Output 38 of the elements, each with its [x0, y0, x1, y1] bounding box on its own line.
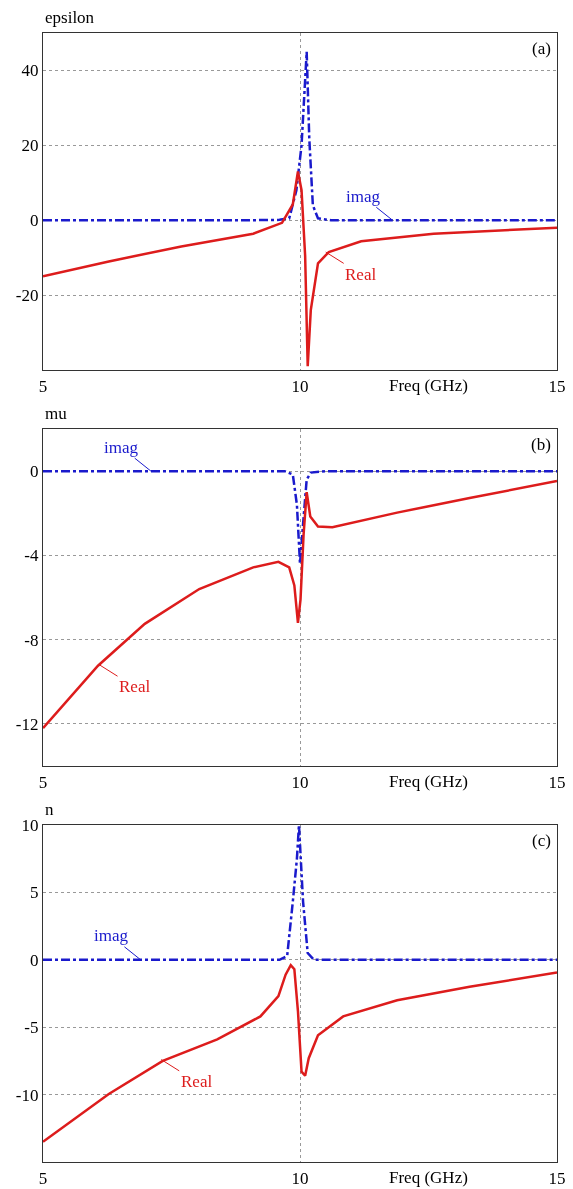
annotation: (b): [531, 435, 551, 454]
y-tick-label: -12: [15, 714, 39, 734]
annotation: Real: [345, 265, 377, 284]
y-tick-label: 0: [29, 462, 39, 482]
annotation: imag: [94, 926, 129, 945]
annotation: Real: [119, 677, 151, 696]
y-tick-label: -4: [24, 546, 39, 566]
y-tick-label: 10: [21, 815, 39, 835]
x-tick-label: 10: [291, 376, 309, 396]
y-axis-title: n: [45, 800, 54, 819]
line-series: [43, 479, 557, 730]
y-tick-label: -20: [15, 286, 39, 306]
annotation: (a): [532, 39, 551, 58]
annotation: (c): [532, 831, 551, 850]
y-tick-label: -5: [24, 1018, 39, 1038]
y-axis-title: mu: [45, 404, 68, 423]
x-axis-title: Freq (GHz): [389, 376, 468, 395]
y-tick-label: -8: [24, 630, 39, 650]
x-tick-label: 15: [548, 1168, 566, 1188]
x-tick-label: 15: [548, 376, 566, 396]
y-tick-label: -10: [15, 1085, 39, 1105]
y-tick-label: 0: [29, 211, 39, 231]
x-axis-title: Freq (GHz): [389, 1168, 468, 1187]
line-series: [43, 170, 557, 368]
y-tick-label: 0: [29, 950, 39, 970]
x-axis-title: Freq (GHz): [389, 772, 468, 791]
y-axis-title: epsilon: [45, 8, 95, 27]
annotation: imag: [346, 187, 381, 206]
line-series: [43, 825, 557, 962]
y-tick-label: 40: [21, 61, 39, 81]
annotation: Real: [181, 1072, 213, 1091]
x-tick-label: 10: [291, 772, 309, 792]
annotation: imag: [104, 438, 139, 457]
line-series: [43, 963, 557, 1144]
y-tick-label: 5: [29, 883, 39, 903]
y-tick-label: 20: [21, 136, 39, 156]
x-tick-label: 10: [291, 1168, 309, 1188]
x-tick-label: 15: [548, 772, 566, 792]
